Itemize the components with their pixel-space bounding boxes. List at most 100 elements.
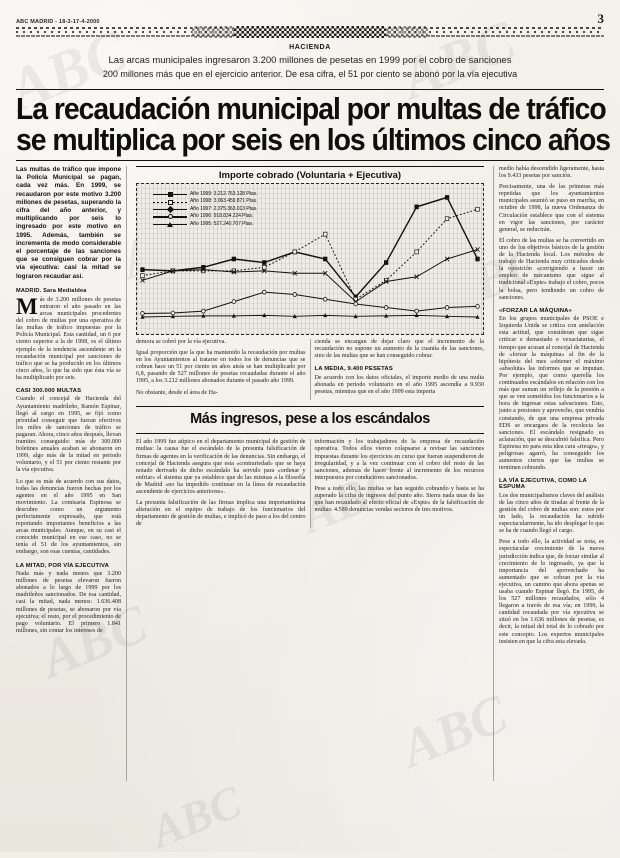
chart-data-point: [444, 195, 450, 200]
paragraph: Lo que es más de acuerdo con sus datos, …: [16, 478, 121, 556]
headline-line-1: La recaudación municipal por multas de t…: [16, 92, 607, 126]
chart-data-point: [292, 313, 297, 319]
chart-data-point: [140, 314, 145, 319]
chart-title: Importe cobrado (Voluntaria + Ejecutiva): [218, 170, 402, 181]
paragraph: cienda se encargan de dejar claro que el…: [314, 339, 485, 360]
chart-data-point: [262, 260, 267, 265]
left-column: Las multas de tráfico que impone la Poli…: [16, 166, 127, 781]
chart-series-line: [142, 314, 478, 318]
legend-label: Año 1998: 3.063.459.871 Ptas.: [190, 198, 258, 205]
chart-data-point: [384, 277, 389, 283]
chart-data-point: [140, 273, 145, 278]
paragraph: Cuando el concejal de Hacienda del Ayunt…: [16, 396, 121, 474]
chart-data-point: [262, 268, 267, 274]
chart-data-point: [262, 313, 267, 318]
chart-data-point: [475, 256, 480, 262]
paragraph: Precisamente, una de las primeras más re…: [499, 184, 604, 233]
chart-data-point: [353, 301, 358, 307]
paragraph: Nada más y nada menos que 3.200 millones…: [16, 571, 121, 634]
chart-data-point: [231, 299, 237, 304]
chart-data-point: [414, 204, 419, 210]
center-column: Importe cobrado (Voluntaria + Ejecutiva)…: [136, 166, 484, 781]
center-lower-text: El año 1999 fue atípico en el departamen…: [136, 439, 484, 528]
legend-swatch-square-filled-icon: [153, 192, 187, 198]
chart-data-point: [323, 231, 328, 237]
chart-data-point: [384, 313, 389, 318]
legend-swatch-circle-hollow-icon: [153, 214, 187, 220]
paragraph: información y los trabajadores de la emp…: [314, 439, 485, 481]
subheading: «FORZAR LA MÁQUINA»: [499, 307, 572, 314]
paragraph: medio había descendido ligeramente, hast…: [499, 166, 604, 180]
chart-data-point: [444, 216, 450, 222]
chart-series-line: [142, 208, 478, 300]
chart-data-point: [414, 274, 419, 280]
chart-data-point: [140, 267, 145, 272]
subheading: CASI 300.000 MULTAS: [16, 387, 82, 394]
article-body: Las multas de tráfico que impone la Poli…: [16, 166, 604, 781]
decorative-rule-band: [16, 26, 604, 38]
chart-data-point: [323, 313, 328, 318]
legend-label: Año 1997: 2.375.363.013 Ptas.: [190, 205, 258, 212]
chart-data-point: [231, 268, 236, 274]
legend-swatch-cross-icon: [153, 205, 187, 214]
center-upper-text: demora se cobró por la vía ejecutiva. Ig…: [136, 339, 484, 400]
chart-data-point: [475, 247, 480, 253]
watermark-abc: ABC: [143, 775, 249, 858]
subheading: LA MITAD, POR VÍA EJECUTIVA: [16, 562, 110, 569]
chart-legend: Año 1999: 3.212.763.128 Ptas. Año 1998: …: [153, 191, 257, 228]
section-label: HACIENDA: [289, 44, 331, 51]
paragraph: De acuerdo con los datos oficiales, el i…: [314, 374, 485, 395]
chart-data-point: [231, 269, 237, 275]
chart-data-point: [383, 305, 389, 310]
paragraph: Igual proporción que la que ha mantenido…: [136, 350, 306, 385]
chart-data-point: [231, 313, 236, 318]
chart-data-point: [201, 268, 206, 274]
kicker-block: HACIENDA Las arcas municipales ingresaro…: [14, 41, 606, 83]
legend-item: Año 1997: 2.375.363.013 Ptas.: [153, 205, 258, 214]
chart-data-point: [475, 206, 480, 212]
byline: MADRID. Sara Medialdea: [16, 287, 87, 294]
legend-item: Año 1995: 527.240.707 Ptas.: [153, 221, 257, 228]
legend-item: Año 1999: 3.212.763.128 Ptas.: [153, 191, 257, 198]
headline-block: La recaudación municipal por multas de t…: [16, 89, 611, 161]
page-title: La recaudación municipal por multas de t…: [16, 94, 611, 157]
headline-line-2: se multiplica por seis en los últimos ci…: [16, 123, 611, 157]
chart-card: Importe cobrado (Voluntaria + Ejecutiva)…: [136, 166, 484, 335]
legend-label: Año 1996: 918.834.224 Ptas.: [190, 213, 254, 220]
chart-data-point: [292, 249, 297, 255]
chart-data-point: [444, 305, 450, 310]
chart-svg: [140, 195, 480, 319]
chart-data-point: [201, 308, 206, 314]
chart-data-point: [292, 292, 297, 297]
chart-data-point: [231, 256, 236, 262]
kicker-lead-line-2: 200 millones más que en el ejercicio ant…: [102, 69, 518, 79]
legend-label: Año 1995: 527.240.707 Ptas.: [190, 220, 254, 227]
paragraph-text: ás de 3.200 millones de pesetas entraron…: [16, 296, 121, 381]
chart-data-point: [201, 267, 206, 273]
chart-series-line: [142, 249, 478, 303]
paragraph: Los dos municipalismos claves del anális…: [499, 492, 604, 535]
chart-data-point: [383, 279, 389, 284]
subheading: LA MEDIA, 9.400 PESETAS: [314, 366, 393, 373]
legend-swatch-square-hollow-icon: [153, 199, 187, 205]
page-number: 3: [597, 11, 605, 26]
right-column: medio había descendido ligeramente, hast…: [493, 166, 604, 781]
drop-cap: M: [16, 293, 38, 319]
chart-data-point: [323, 256, 328, 262]
chart-data-point: [414, 249, 419, 255]
subheading: LA VÍA EJECUTIVA, COMO LA ESPUMA: [499, 478, 587, 491]
chart-data-point: [292, 270, 298, 276]
legend-item: Año 1998: 3.063.459.871 Ptas.: [153, 198, 257, 205]
kicker-lead-line-1: Las arcas municipales ingresaron 3.200 m…: [108, 55, 512, 66]
legend-swatch-triangle-icon: [153, 221, 187, 227]
secondary-headline: Más ingresos, pese a los escándalos: [190, 411, 430, 428]
paragraph: Pese a todo ello, las multas se han segu…: [314, 485, 485, 514]
standfirst: Las multas de tráfico que impone la Poli…: [16, 166, 121, 280]
legend-label: Año 1999: 3.212.763.128 Ptas.: [190, 191, 258, 197]
paragraph: No obstante, desde el área de Ha-: [136, 389, 218, 396]
masthead: ABC MADRID - 18-3-17-4-2000 3: [14, 0, 606, 26]
masthead-edition-info: ABC MADRID - 18-3-17-4-2000: [16, 19, 100, 25]
paragraph: El cobro de las multas se ha convertido …: [499, 237, 604, 301]
secondary-headline-banner: Más ingresos, pese a los escándalos: [136, 406, 484, 435]
